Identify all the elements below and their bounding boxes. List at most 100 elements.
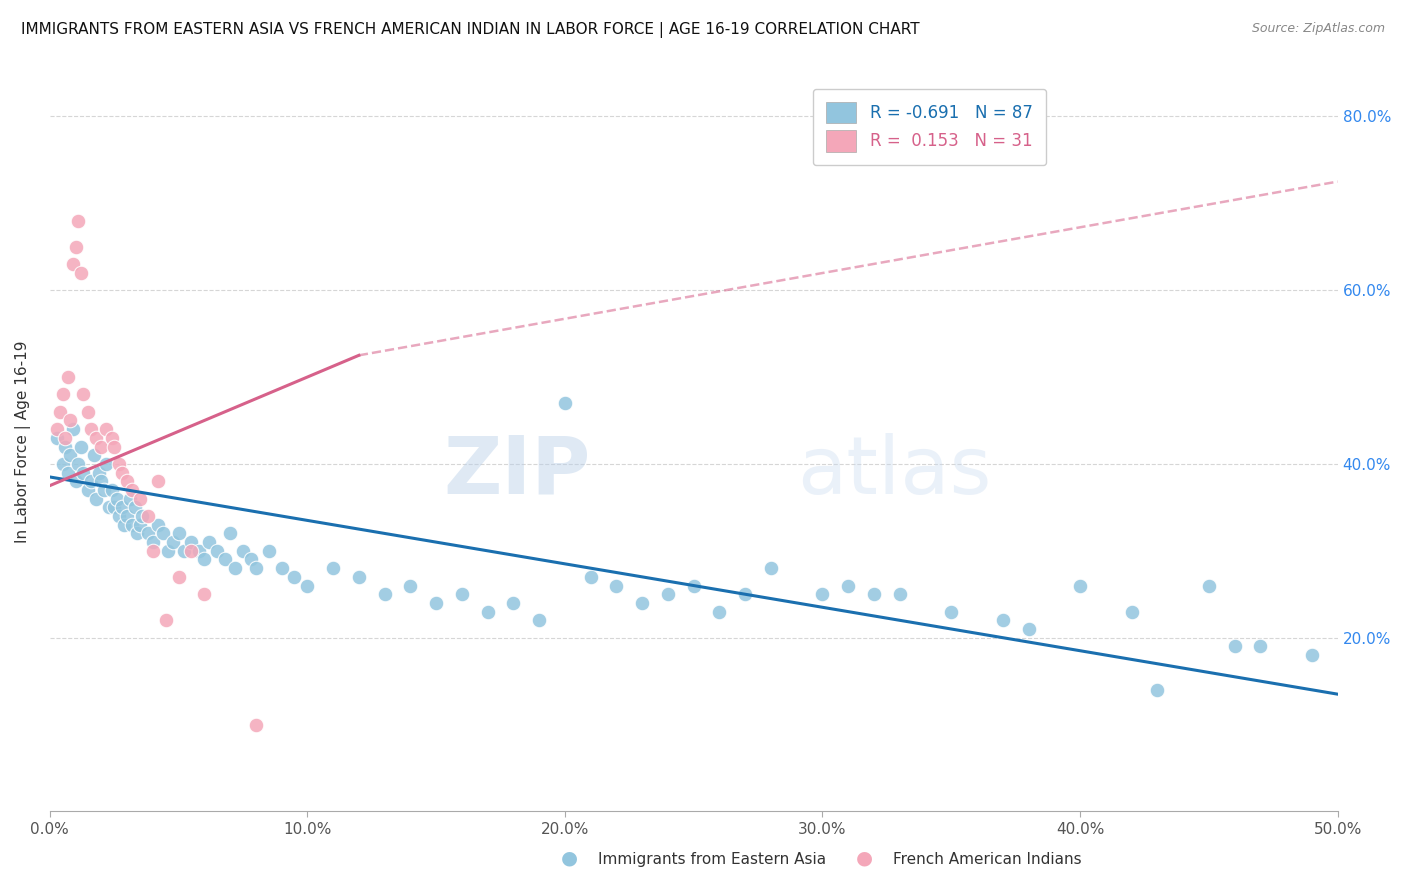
Point (1249, 640, 1271, 654)
Point (105, 491, 128, 506)
Point (198, 535, 221, 549)
Point (709, 605, 731, 619)
Point (100, 483, 122, 497)
Point (863, 587, 886, 601)
Point (114, 517, 136, 532)
Point (180, 543, 202, 558)
Point (59, 448, 82, 462)
Point (157, 543, 180, 558)
Point (579, 570, 602, 584)
Point (52, 387, 75, 401)
Point (941, 605, 963, 619)
Point (399, 578, 422, 592)
Point (1146, 682, 1168, 697)
Point (502, 596, 524, 610)
Point (136, 509, 159, 524)
Point (205, 543, 228, 558)
Point (1198, 578, 1220, 592)
Text: ●: ● (856, 848, 873, 867)
Point (477, 605, 499, 619)
Point (77, 483, 100, 497)
Point (93, 483, 115, 497)
Point (167, 526, 190, 541)
Point (347, 570, 370, 584)
Point (734, 587, 756, 601)
Point (162, 535, 184, 549)
Point (67, 213, 90, 227)
Point (96, 457, 118, 471)
Text: ZIP: ZIP (443, 433, 591, 511)
Point (136, 526, 159, 541)
Text: Source: ZipAtlas.com: Source: ZipAtlas.com (1251, 22, 1385, 36)
Point (142, 543, 165, 558)
Point (90, 475, 112, 489)
Point (837, 578, 859, 592)
Point (69, 266, 91, 280)
Point (527, 613, 550, 627)
Point (283, 570, 305, 584)
Point (72, 466, 94, 480)
Point (245, 717, 267, 731)
Point (108, 457, 131, 471)
Point (451, 587, 474, 601)
Point (425, 596, 447, 610)
Point (155, 613, 177, 627)
Point (103, 500, 125, 515)
Point (152, 526, 174, 541)
Point (889, 587, 911, 601)
Point (374, 587, 396, 601)
Point (100, 431, 122, 445)
Point (49, 405, 72, 419)
Point (257, 543, 280, 558)
Point (146, 475, 169, 489)
Point (219, 526, 242, 541)
Point (108, 509, 131, 524)
Legend: R = -0.691   N = 87, R =  0.153   N = 31: R = -0.691 N = 87, R = 0.153 N = 31 (813, 88, 1046, 165)
Text: IMMIGRANTS FROM EASTERN ASIA VS FRENCH AMERICAN INDIAN IN LABOR FORCE | AGE 16-1: IMMIGRANTS FROM EASTERN ASIA VS FRENCH A… (21, 22, 920, 38)
Text: Immigrants from Eastern Asia: Immigrants from Eastern Asia (598, 852, 825, 867)
Point (118, 491, 141, 506)
Point (111, 466, 134, 480)
Point (180, 535, 202, 549)
Point (59, 413, 82, 427)
Point (52, 457, 75, 471)
Point (811, 587, 834, 601)
Point (80, 475, 103, 489)
Point (121, 517, 143, 532)
Point (605, 578, 627, 592)
Point (65, 240, 87, 254)
Point (72, 387, 94, 401)
Point (84, 431, 107, 445)
Point (121, 483, 143, 497)
Point (232, 543, 254, 558)
Point (297, 578, 319, 592)
Point (224, 561, 246, 575)
Point (193, 552, 215, 566)
Point (129, 517, 152, 532)
Point (87, 466, 110, 480)
Point (631, 596, 654, 610)
Point (62, 422, 84, 436)
Point (129, 491, 152, 506)
Point (1301, 648, 1323, 662)
Point (46, 422, 69, 436)
Point (167, 570, 190, 584)
Point (80, 422, 103, 436)
Point (98, 500, 121, 515)
Text: ●: ● (561, 848, 578, 867)
Point (53, 440, 76, 454)
Point (759, 561, 782, 575)
Point (657, 587, 679, 601)
Point (62, 257, 84, 271)
Point (46, 431, 69, 445)
Point (96, 422, 118, 436)
Point (90, 440, 112, 454)
Point (193, 587, 215, 601)
Point (77, 405, 100, 419)
Point (56, 466, 79, 480)
Point (173, 543, 195, 558)
Point (115, 509, 138, 524)
Text: atlas: atlas (797, 433, 991, 511)
Point (111, 500, 134, 515)
Point (1069, 578, 1091, 592)
